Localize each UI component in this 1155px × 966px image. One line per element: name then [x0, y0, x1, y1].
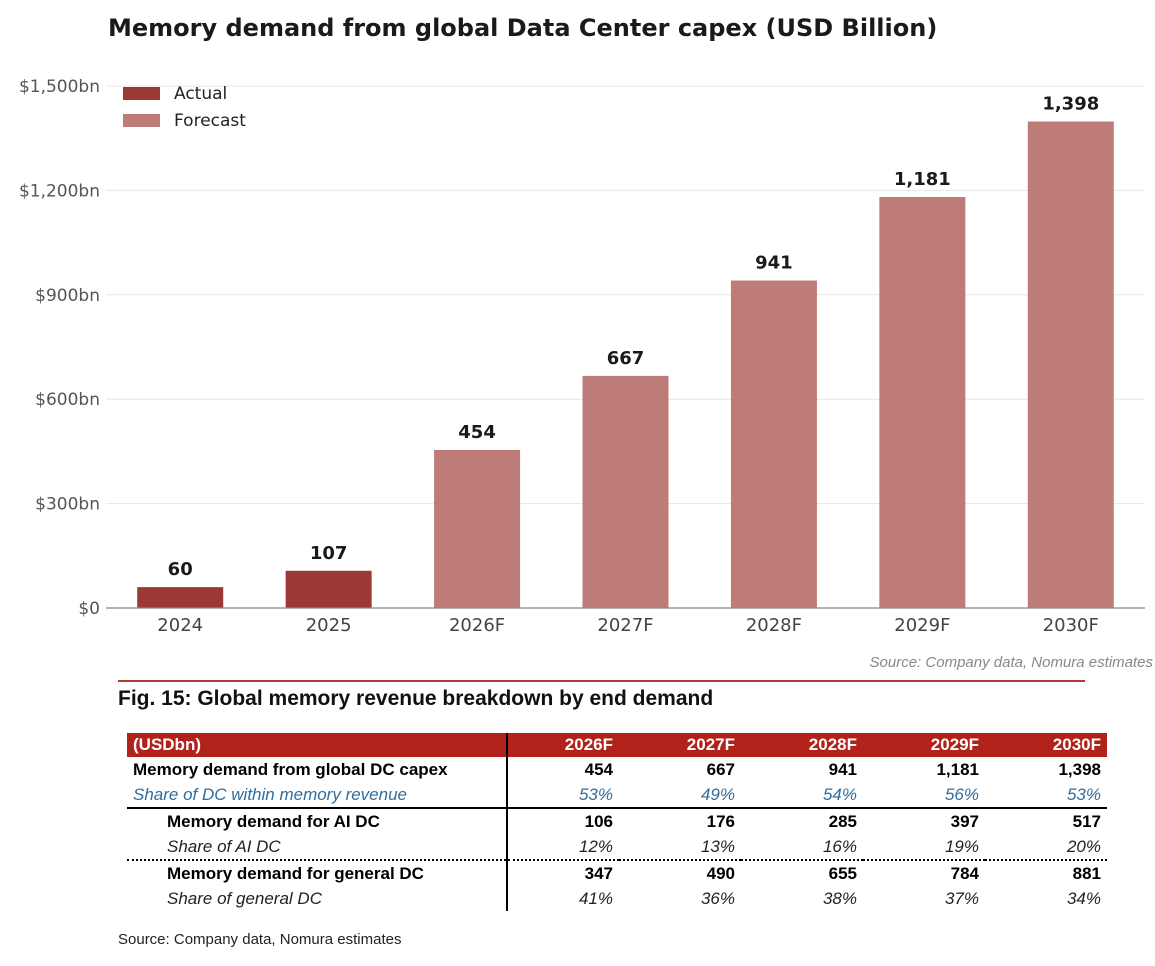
y-tick-label: $0 [78, 599, 100, 619]
table-cell: 454 [584, 760, 613, 779]
table-row: Memory demand for AI DC 106 176 285 397 … [127, 807, 1107, 834]
table-cell: 56% [944, 785, 979, 804]
table-cell: 53% [1066, 785, 1101, 804]
bar-value-label: 60 [168, 559, 193, 580]
bar-value-label: 667 [607, 348, 645, 369]
table-row: Share of DC within memory revenue 53% 49… [127, 782, 1107, 808]
bar-value-label: 1,398 [1042, 93, 1099, 114]
table-cell: 41% [578, 889, 613, 908]
table-cell: 38% [822, 889, 857, 908]
x-tick-label: 2025 [306, 615, 352, 636]
y-tick-label: $300bn [35, 495, 100, 515]
table-cell: 517 [985, 807, 1107, 834]
bar [137, 587, 224, 608]
table-row: Share of AI DC 12% 13% 16% 19% 20% [127, 834, 1107, 860]
y-tick-label: $1,200bn [19, 181, 100, 201]
row-label: Share of DC within memory revenue [127, 782, 508, 808]
x-tick-label: 2030F [1043, 615, 1099, 636]
bar-value-label: 941 [755, 253, 793, 274]
table-cell: 37% [944, 889, 979, 908]
table-cell: 16% [822, 837, 857, 856]
table-cell: 881 [985, 859, 1107, 886]
table-row: Memory demand from global DC capex 454 6… [127, 757, 1107, 782]
table-cell: 655 [741, 859, 863, 886]
legend-swatch [123, 114, 160, 127]
bar-value-label: 454 [458, 422, 496, 443]
bar [1027, 121, 1114, 608]
row-label: Memory demand from global DC capex [127, 757, 508, 782]
table-cell: 176 [619, 807, 741, 834]
axes: $0 $300bn $600bn $900bn $1,200bn $1,500bn 2024… [19, 77, 1145, 636]
table-cell: 784 [863, 859, 985, 886]
x-tick-label: 2027F [597, 615, 653, 636]
table-header-cell: 2027F [619, 733, 741, 757]
table-cell: 53% [578, 785, 613, 804]
table-source: Source: Company data, Nomura estimates [118, 931, 402, 948]
table-header-cell: 2029F [863, 733, 985, 757]
x-tick-label: 2026F [449, 615, 505, 636]
legend-label: Forecast [174, 111, 246, 131]
x-tick-label: 2029F [894, 615, 950, 636]
table-header-cell: 2028F [741, 733, 863, 757]
bar [582, 375, 669, 608]
table-cell: 285 [741, 807, 863, 834]
table-header-cell: (USDbn) [127, 733, 508, 757]
legend: Actual Forecast [123, 84, 246, 131]
table-header-cell: 2026F [507, 733, 619, 757]
bar [879, 197, 966, 608]
bar [730, 280, 817, 608]
table-header-row: (USDbn) 2026F 2027F 2028F 2029F 2030F [127, 733, 1107, 757]
table-cell: 490 [619, 859, 741, 886]
data-labels: 60 107 454 667 941 1,181 1,398 [168, 93, 1100, 580]
row-label: Memory demand for general DC [127, 859, 508, 886]
table-row: Memory demand for general DC 347 490 655… [127, 859, 1107, 886]
divider-rule [118, 680, 1085, 682]
table-cell: 347 [507, 859, 619, 886]
table-header-cell: 2030F [985, 733, 1107, 757]
table-cell: 397 [863, 807, 985, 834]
y-tick-label: $600bn [35, 390, 100, 410]
breakdown-table: (USDbn) 2026F 2027F 2028F 2029F 2030F Me… [127, 733, 1107, 911]
table-cell: 34% [1066, 889, 1101, 908]
x-tick-label: 2024 [157, 615, 203, 636]
x-tick-label: 2028F [746, 615, 802, 636]
table-cell: 1,398 [1058, 760, 1101, 779]
table-cell: 13% [700, 837, 735, 856]
table-cell: 20% [1066, 837, 1101, 856]
table-cell: 106 [507, 807, 619, 834]
legend-swatch [123, 87, 160, 100]
bar-value-label: 1,181 [894, 169, 951, 190]
table-cell: 12% [578, 837, 613, 856]
table-title: Fig. 15: Global memory revenue breakdown… [118, 687, 714, 710]
table-cell: 36% [700, 889, 735, 908]
bar [434, 450, 521, 608]
table-cell: 49% [700, 785, 735, 804]
row-label: Share of general DC [127, 886, 508, 911]
table-cell: 54% [822, 785, 857, 804]
table-cell: 1,181 [936, 760, 979, 779]
row-label: Share of AI DC [127, 834, 508, 860]
bar-value-label: 107 [310, 543, 348, 564]
table-cell: 19% [944, 837, 979, 856]
y-tick-label: $900bn [35, 286, 100, 306]
legend-label: Actual [174, 84, 227, 104]
grid-lines [106, 85, 1145, 505]
bar-chart: Memory demand from global Data Center ca… [19, 14, 1154, 671]
table-cell: 667 [706, 760, 735, 779]
table-row: Share of general DC 41% 36% 38% 37% 34% [127, 886, 1107, 911]
bars [137, 121, 1114, 608]
chart-source: Source: Company data, Nomura estimates [870, 654, 1154, 671]
y-tick-label: $1,500bn [19, 77, 100, 97]
bar [285, 570, 372, 608]
chart-title: Memory demand from global Data Center ca… [108, 14, 937, 42]
table-cell: 941 [828, 760, 857, 779]
row-label: Memory demand for AI DC [127, 807, 508, 834]
